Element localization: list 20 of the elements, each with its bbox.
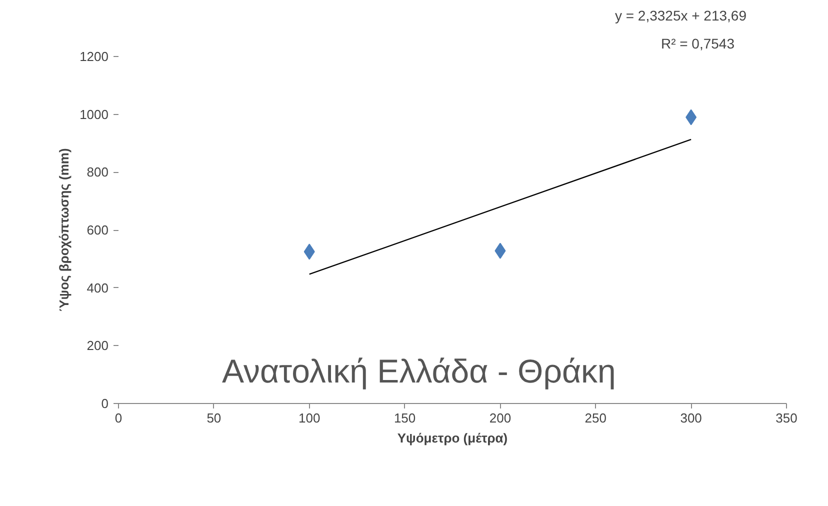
x-tick-label: 250 — [584, 410, 606, 426]
x-tick-label: 100 — [298, 410, 320, 426]
x-tick-label: 200 — [489, 410, 512, 426]
y-tick-label: 400 — [86, 280, 109, 296]
y-tick-label: 0 — [101, 396, 109, 411]
y-tick-label: 1200 — [80, 49, 108, 64]
text: Ανατολική Ελλάδα - Θράκη — [222, 352, 616, 390]
text: y = 2,3325x + 213,69 — [614, 8, 747, 24]
x-tick-label: 0 — [114, 410, 122, 426]
x-tick-label: 50 — [206, 410, 222, 426]
y-tick-label: 800 — [86, 164, 109, 180]
y-tick-label: 200 — [86, 338, 109, 354]
text: R² = 0,7543 — [660, 36, 735, 52]
x-tick-label: 300 — [680, 410, 702, 426]
x-tick-label: 350 — [776, 410, 798, 426]
x-axis-title: Υψόμετρο (μέτρα) — [397, 430, 508, 446]
y-tick-label: 600 — [86, 222, 109, 238]
x-tick-label: 150 — [394, 410, 416, 426]
y-tick-label: 1000 — [80, 106, 108, 122]
y-axis-title: Ύψος βροχόπτωσης (mm) — [56, 148, 72, 312]
